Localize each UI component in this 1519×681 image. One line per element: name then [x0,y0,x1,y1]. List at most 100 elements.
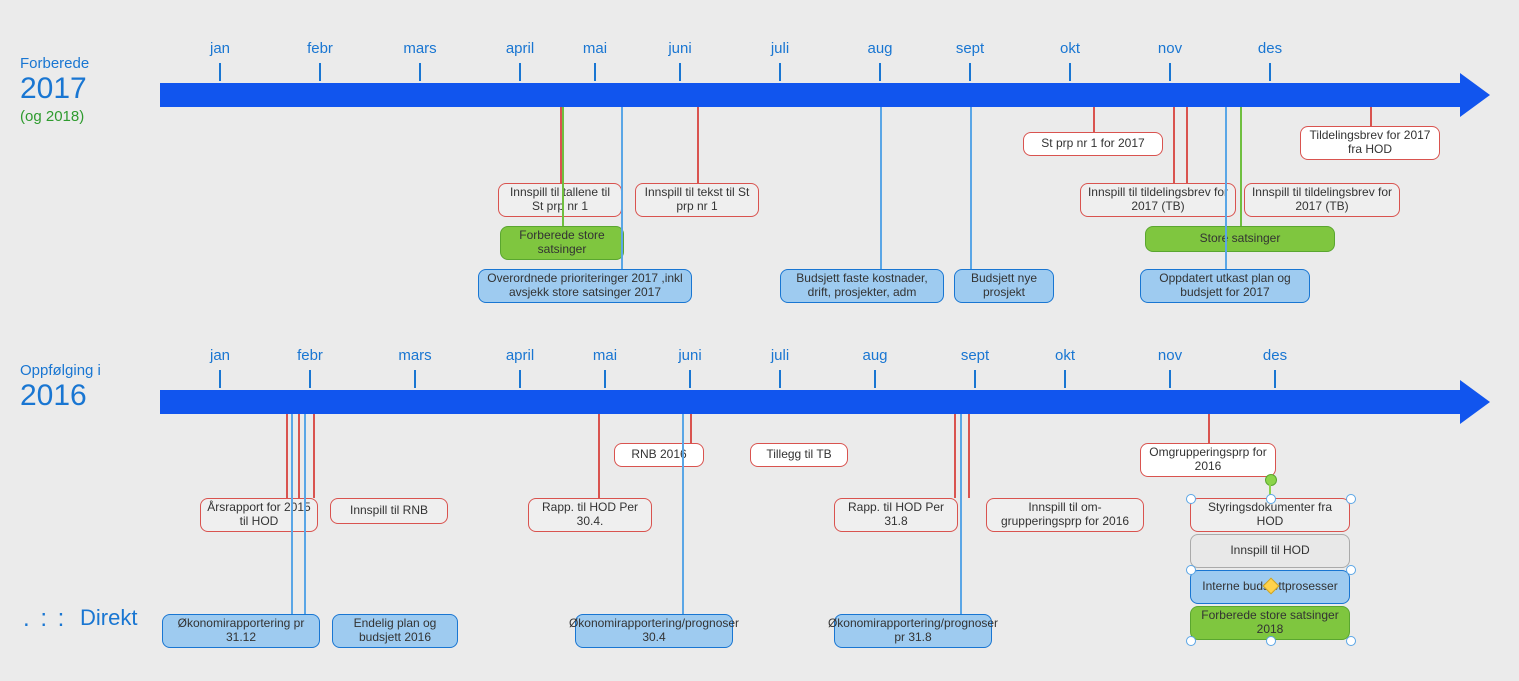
selection-rotate-handle[interactable] [1265,474,1277,486]
month-tick [1069,63,1071,81]
connector-line [960,414,962,614]
diagram-canvas: Forberede 2017 (og 2018) jan febr mars apri… [0,0,1519,681]
timeline1-year: 2017 [20,72,87,106]
timeline-box: Rapp. til HOD Per 31.8 [834,498,958,532]
month-tick [519,63,521,81]
timeline-box: Innspill til RNB [330,498,448,524]
timeline-box: Overordnede prioriteringer 2017 ,inkl av… [478,269,692,303]
connector-line [1093,107,1095,132]
month-label: okt [1060,40,1080,57]
month-label: mai [593,347,617,364]
month-tick [309,370,311,388]
timeline-box: Innspill til om-grupperingsprp for 2016 [986,498,1144,532]
month-label: nov [1158,347,1182,364]
month-tick [1064,370,1066,388]
connector-line [880,107,882,269]
timeline-box: Endelig plan og budsjett 2016 [332,614,458,648]
connector-line [690,414,692,443]
month-tick [594,63,596,81]
timeline-box: Rapp. til HOD Per 30.4. [528,498,652,532]
timeline1-title: Forberede [20,55,89,72]
selection-handle[interactable] [1186,494,1196,504]
timeline-box: Omgrupperingsprp for 2016 [1140,443,1276,477]
connector-line [562,107,564,226]
month-label: febr [307,40,333,57]
selection-handle[interactable] [1186,565,1196,575]
selection-handle[interactable] [1346,565,1356,575]
timeline-box: Innspill til tallene til St prp nr 1 [498,183,622,217]
month-tick [779,370,781,388]
month-label: des [1263,347,1287,364]
month-tick [219,370,221,388]
month-label: mai [583,40,607,57]
month-label: jan [210,40,230,57]
connector-line [313,414,315,498]
month-tick [779,63,781,81]
timeline-box: RNB 2016 [614,443,704,467]
month-tick [1169,370,1171,388]
timeline-box: Budsjett faste kostnader, drift, prosjek… [780,269,944,303]
month-label: aug [862,347,887,364]
legend-item: Forberede store satsinger 2018 [1190,606,1350,640]
connector-line [697,107,699,183]
connector-line [1208,414,1210,443]
month-tick [689,370,691,388]
timeline-box: Store satsinger [1145,226,1335,252]
connector-line [598,414,600,498]
month-tick [679,63,681,81]
month-tick [604,370,606,388]
month-label: april [506,40,534,57]
timeline-box: Oppdatert utkast plan og budsjett for 20… [1140,269,1310,303]
connector-line [304,414,306,614]
month-tick [1274,370,1276,388]
month-label: okt [1055,347,1075,364]
month-tick [319,63,321,81]
month-tick [414,370,416,388]
connector-line [682,414,684,614]
timeline2-title: Oppfølging i [20,362,101,379]
timeline-box: St prp nr 1 for 2017 [1023,132,1163,156]
month-tick [419,63,421,81]
timeline-box: Tillegg til TB [750,443,848,467]
month-label: sept [956,40,984,57]
selection-handle[interactable] [1266,494,1276,504]
connector-line [298,414,300,498]
month-tick [1169,63,1171,81]
connector-line [286,414,288,498]
timeline-box: Innspill til tildelingsbrev for 2017 (TB… [1080,183,1236,217]
month-label: aug [867,40,892,57]
month-label: juli [771,40,789,57]
timeline-box: Økonomirapportering/prognoser pr 31.8 [834,614,992,648]
timeline-box: Innspill til tekst til St prp nr 1 [635,183,759,217]
timeline2-arrow [160,390,1460,414]
selection-handle[interactable] [1346,636,1356,646]
month-tick [879,63,881,81]
selection-handle[interactable] [1186,636,1196,646]
month-tick [1269,63,1271,81]
connector-line [291,414,293,614]
timeline2-arrowhead [1460,380,1490,424]
timeline-box: Innspill til tildelingsbrev for 2017 (TB… [1244,183,1400,217]
month-label: sept [961,347,989,364]
month-label: juni [668,40,691,57]
month-tick [219,63,221,81]
connector-line [1186,107,1188,183]
month-label: mars [398,347,431,364]
month-label: des [1258,40,1282,57]
month-tick [874,370,876,388]
selection-handle[interactable] [1346,494,1356,504]
timeline1-arrow [160,83,1460,107]
timeline-box: Forberede store satsinger [500,226,624,260]
connector-line [621,107,623,269]
connector-line [1173,107,1175,183]
month-tick [969,63,971,81]
connector-line [1240,107,1242,226]
connector-line [968,414,970,498]
timeline-box: Budsjett nye prosjekt [954,269,1054,303]
timeline1-arrowhead [1460,73,1490,117]
timeline-box: Årsrapport for 2015 til HOD [200,498,318,532]
logo-dots: . : : [23,605,66,633]
selection-handle[interactable] [1266,636,1276,646]
timeline1-subyear: (og 2018) [20,108,84,125]
legend-item: Innspill til HOD [1190,534,1350,568]
